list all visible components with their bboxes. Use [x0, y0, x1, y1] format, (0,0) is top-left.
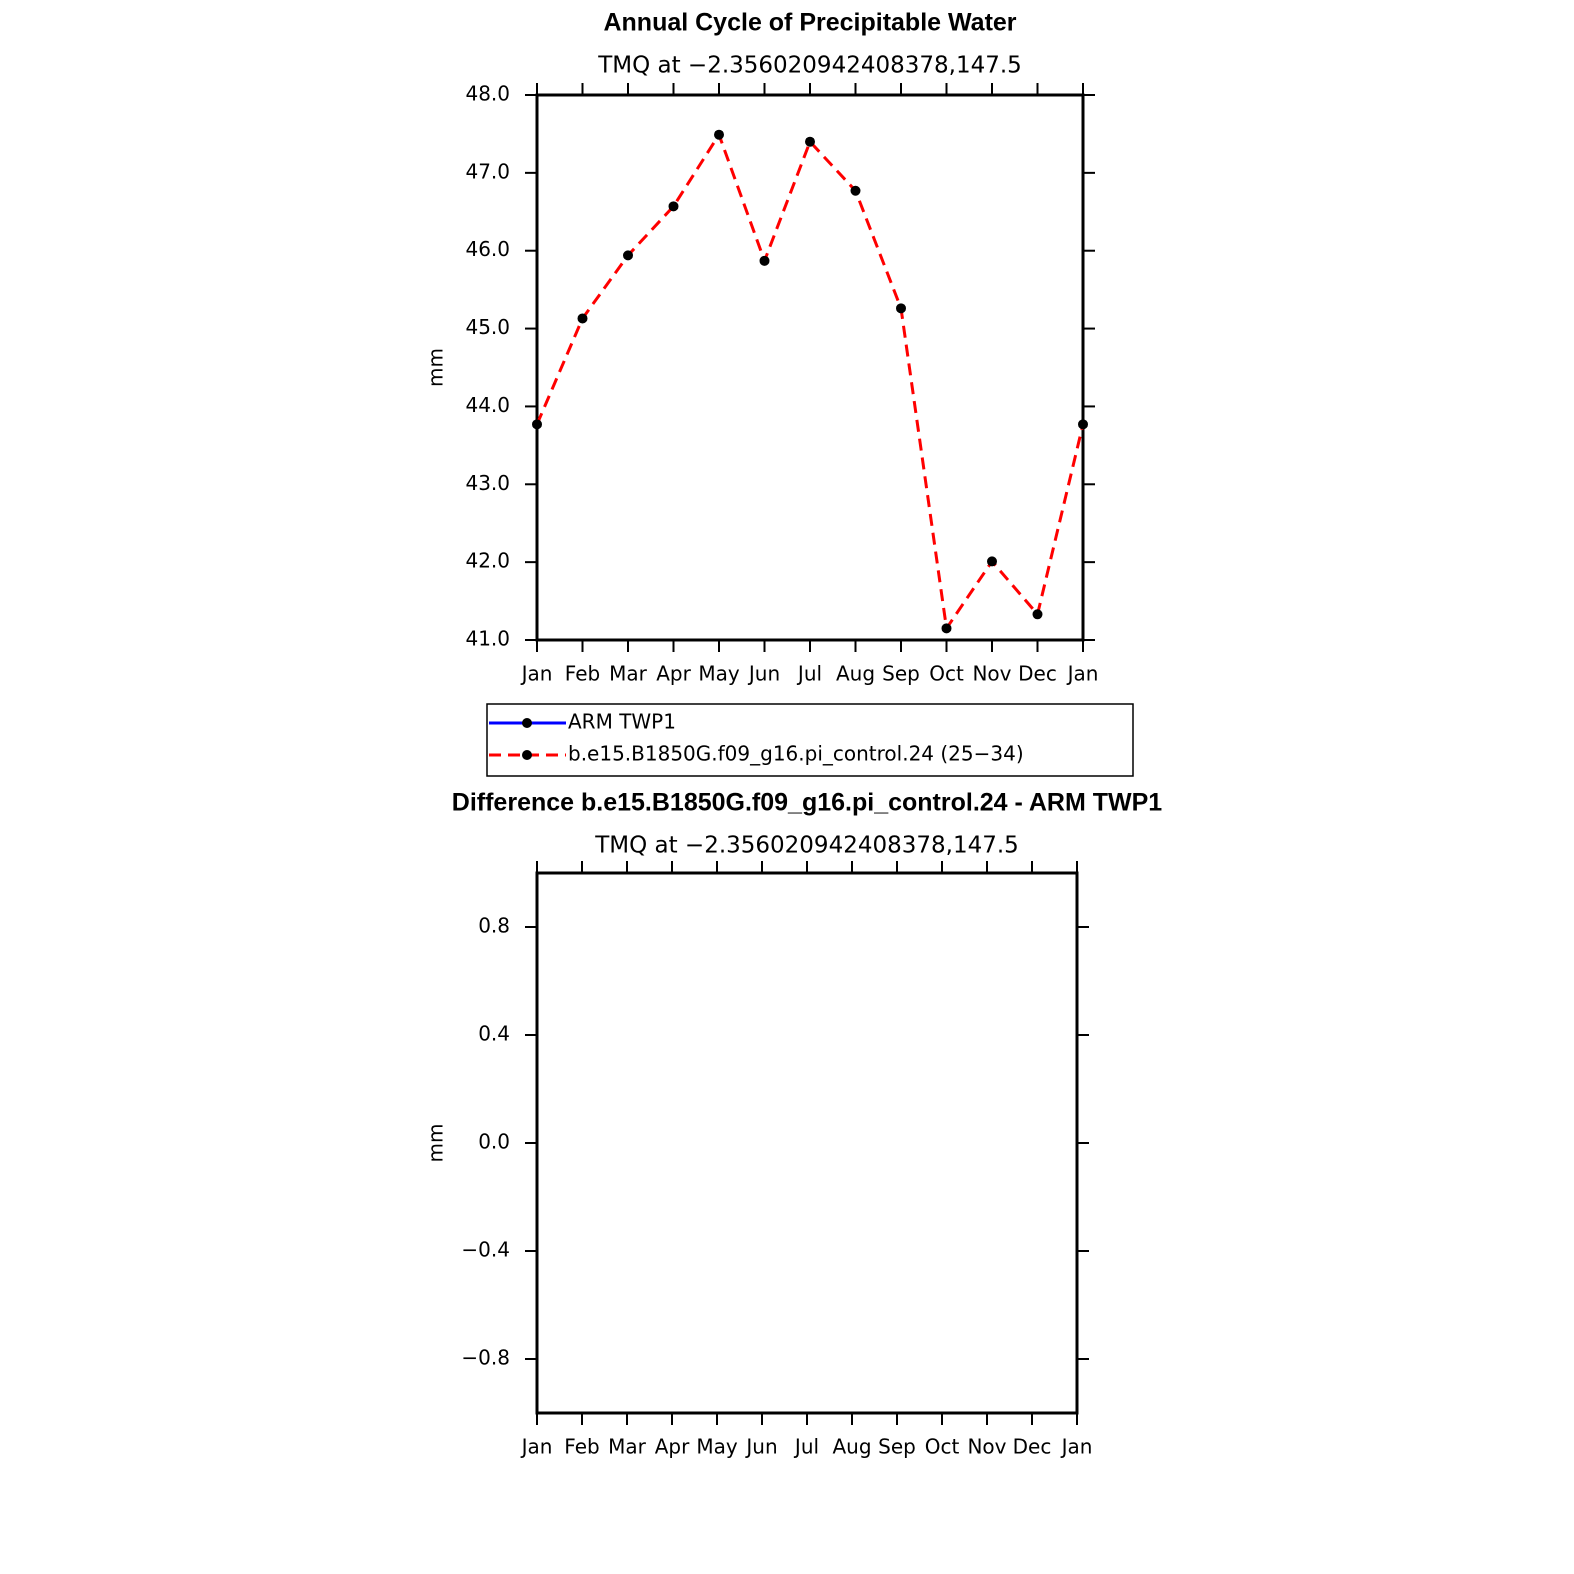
legend-label: ARM TWP1	[568, 710, 676, 734]
x-tick-label: Oct	[929, 662, 964, 686]
chart-title: Annual Cycle of Precipitable Water	[603, 9, 1016, 37]
x-tick-label: Feb	[564, 1435, 599, 1459]
x-tick-label: Sep	[882, 662, 920, 686]
legend-label: b.e15.B1850G.f09_g16.pi_control.24 (25−3…	[568, 742, 1024, 766]
plot-frame	[535, 871, 1079, 1415]
x-tick-label: Jun	[747, 662, 780, 686]
x-tick-label: Jan	[520, 662, 553, 686]
x-tick-label: Jan	[520, 1435, 553, 1459]
y-tick-label: 43.0	[465, 471, 510, 495]
y-tick-label: 0.4	[478, 1022, 510, 1046]
chart-subtitle: TMQ at −2.356020942408378,147.5	[597, 53, 1022, 79]
data-point	[1032, 609, 1043, 620]
x-tick-label: May	[698, 662, 740, 686]
y-tick-label: 41.0	[465, 627, 510, 651]
data-point	[987, 556, 997, 567]
data-point	[714, 129, 724, 140]
data-point	[623, 250, 633, 261]
y-tick-label: 42.0	[465, 549, 510, 573]
y-tick-label: 44.0	[465, 393, 510, 417]
series-line	[535, 131, 1085, 633]
data-point	[577, 313, 588, 324]
y-tick-label: −0.8	[461, 1346, 510, 1370]
data-point	[532, 419, 542, 430]
x-tick-label: May	[696, 1435, 738, 1459]
x-tick-label: Aug	[836, 662, 875, 686]
data-point	[941, 623, 952, 634]
x-tick-label: Aug	[832, 1435, 871, 1459]
x-tick-label: Jul	[796, 662, 822, 686]
x-tick-label: Apr	[655, 1435, 690, 1459]
x-tick-label: Nov	[972, 662, 1011, 686]
data-point	[1078, 419, 1088, 430]
legend-marker	[522, 750, 532, 760]
y-tick-label: −0.4	[461, 1238, 510, 1262]
x-tick-label: Oct	[925, 1435, 960, 1459]
chart-subtitle: TMQ at −2.356020942408378,147.5	[594, 833, 1019, 859]
y-tick-label: 45.0	[465, 315, 510, 339]
data-point	[805, 136, 815, 147]
legend-box	[486, 703, 1134, 777]
x-tick-label: Jan	[1060, 1435, 1093, 1459]
y-tick-label: 0.8	[478, 914, 510, 938]
data-point	[850, 185, 861, 196]
x-tick-label: Jul	[793, 1435, 819, 1459]
x-tick-label: Jun	[744, 1435, 777, 1459]
data-point	[759, 255, 770, 266]
plot-frame	[535, 93, 1085, 642]
y-tick-label: 0.0	[478, 1130, 510, 1154]
y-tick-label: 48.0	[465, 82, 510, 106]
y-axis-label: mm	[424, 348, 448, 387]
x-tick-label: Sep	[878, 1435, 916, 1459]
y-axis-label: mm	[424, 1124, 448, 1163]
x-tick-label: Feb	[565, 662, 600, 686]
x-tick-label: Apr	[656, 662, 691, 686]
legend-marker	[522, 718, 532, 728]
x-tick-label: Jan	[1066, 662, 1099, 686]
x-tick-label: Mar	[608, 1435, 647, 1459]
chart-title: Difference b.e15.B1850G.f09_g16.pi_contr…	[452, 789, 1163, 817]
x-tick-label: Dec	[1013, 1435, 1052, 1459]
data-point	[896, 303, 906, 314]
x-tick-label: Nov	[967, 1435, 1006, 1459]
x-tick-label: Dec	[1018, 662, 1057, 686]
data-point	[668, 201, 679, 212]
y-tick-label: 47.0	[465, 159, 510, 183]
x-tick-label: Mar	[609, 662, 648, 686]
y-tick-label: 46.0	[465, 237, 510, 261]
